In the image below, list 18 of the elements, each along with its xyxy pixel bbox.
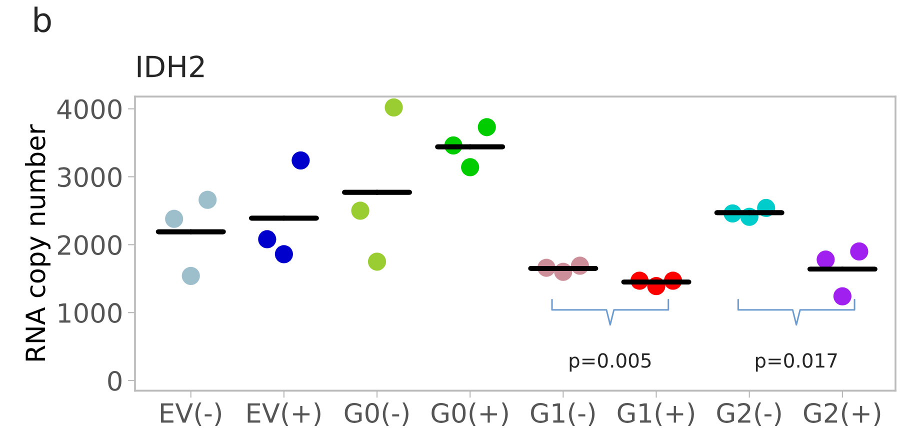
x-tick-label: G1(+) [618, 402, 694, 426]
y-tick-label: 0 [108, 370, 122, 391]
y-tick-label: 3000 [58, 167, 122, 188]
text: b [34, 6, 51, 32]
annotation: p=0.017 [756, 353, 837, 372]
x-tick-label: G2(+) [804, 402, 880, 426]
chart-title: IDH2 [138, 55, 204, 78]
x-tick-label: G0(-) [344, 402, 408, 426]
y-tick-label: 4000 [57, 99, 122, 120]
y-tick-label: 2000 [58, 235, 122, 256]
y-tick-label: 1000 [58, 303, 122, 323]
x-tick-label: G2(-) [717, 402, 781, 426]
x-tick-label: G0(+) [432, 402, 508, 426]
x-tick-label: EV(-) [161, 402, 222, 426]
x-tick-label: G1(-) [530, 402, 595, 426]
y-axis-title: RNA copy number [24, 124, 50, 361]
annotation: p=0.005 [570, 353, 651, 372]
x-tick-label: EV(+) [248, 402, 320, 426]
